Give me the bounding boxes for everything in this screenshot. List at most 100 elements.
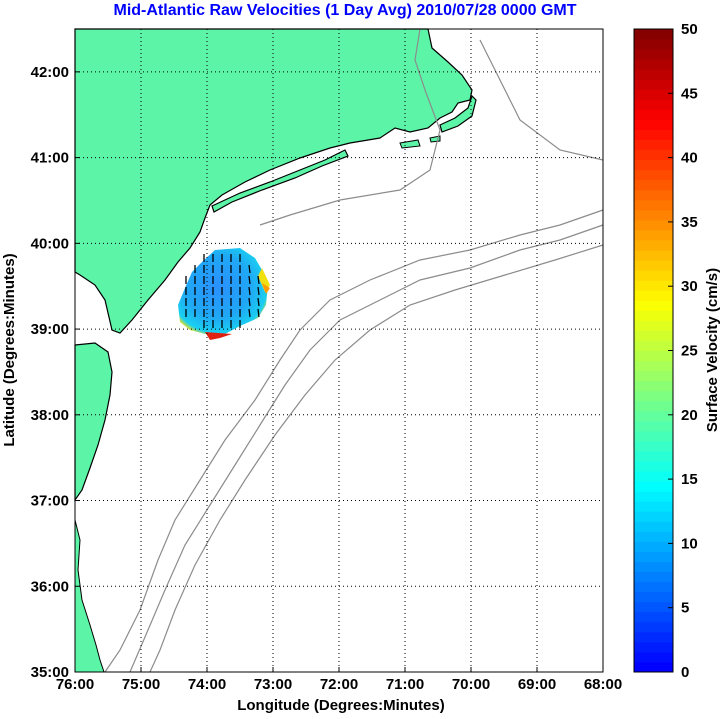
colorbar-band — [634, 139, 673, 151]
colorbar-tick-label: 35 — [681, 214, 698, 231]
velocity-arrow — [257, 275, 260, 285]
colorbar-tick-label: 50 — [681, 21, 698, 38]
colorbar-tick-label: 10 — [681, 535, 698, 552]
colorbar-band — [634, 581, 673, 593]
x-tick-label: 68:00 — [584, 676, 622, 693]
y-axis-label: Latitude (Degrees:Minutes) — [1, 253, 18, 446]
colorbar-tick-label: 20 — [681, 407, 698, 424]
colorbar-band — [634, 169, 673, 181]
colorbar-band — [634, 189, 673, 201]
land-mainland-north — [74, 28, 473, 334]
colorbar-band — [634, 410, 673, 422]
colorbar-band — [634, 59, 673, 70]
colorbar-band — [634, 601, 673, 613]
colorbar-band — [634, 551, 673, 562]
colorbar-band — [634, 280, 673, 291]
colorbar-band — [634, 501, 673, 512]
colorbar-band — [634, 250, 673, 261]
velocity-arrow — [257, 297, 260, 307]
y-axis-ticks: 35:00 36:00 37:00 38:00 39:00 40:00 41:00 42:00 — [31, 64, 80, 681]
colorbar-band — [634, 129, 673, 141]
colorbar-band — [634, 621, 673, 633]
colorbar-band — [634, 651, 673, 663]
colorbar-band — [634, 320, 673, 331]
velocity-vectors — [185, 254, 260, 328]
colorbar-band — [634, 511, 673, 522]
y-tick-label: 37:00 — [31, 493, 69, 510]
colorbar-band — [634, 99, 673, 110]
velocity-field — [178, 248, 268, 334]
x-tick-label: 76:00 — [56, 676, 94, 693]
colorbar-band — [634, 270, 673, 281]
colorbar — [634, 29, 673, 673]
colorbar-band — [634, 79, 673, 90]
colorbar-band — [634, 541, 673, 552]
x-tick-label: 75:00 — [122, 676, 160, 693]
colorbar-band — [634, 350, 673, 362]
chart-title: Mid-Atlantic Raw Velocities (1 Day Avg) … — [114, 2, 577, 19]
colorbar-band — [634, 300, 673, 311]
colorbar-tick-label: 25 — [681, 343, 698, 360]
colorbar-band — [634, 179, 673, 191]
colorbar-band — [634, 229, 673, 241]
colorbar-band — [634, 199, 673, 211]
y-tick-label: 41:00 — [31, 150, 69, 167]
colorbar-band — [634, 571, 673, 583]
x-tick-label: 73:00 — [254, 676, 292, 693]
colorbar-band — [634, 611, 673, 623]
colorbar-band — [634, 209, 673, 221]
colorbar-band — [634, 219, 673, 231]
x-axis-label: Longitude (Degrees:Minutes) — [237, 697, 445, 714]
colorbar-tick-label: 40 — [681, 150, 698, 167]
colorbar-band — [634, 471, 673, 482]
velocity-arrow — [248, 275, 251, 285]
y-tick-label: 40:00 — [31, 235, 69, 252]
colorbar-band — [634, 109, 673, 120]
colorbar-band — [634, 481, 673, 492]
colorbar-tick-label: 30 — [681, 278, 698, 295]
colorbar-band — [634, 641, 673, 653]
x-tick-label: 70:00 — [452, 676, 490, 693]
x-tick-label: 74:00 — [188, 676, 226, 693]
colorbar-band — [634, 450, 673, 462]
colorbar-band — [634, 340, 673, 351]
colorbar-band — [634, 69, 673, 80]
colorbar-band — [634, 461, 673, 472]
high-velocity-edge — [258, 268, 270, 292]
high-velocity-edge-south — [205, 332, 232, 340]
colorbar-band — [634, 310, 673, 321]
colorbar-band — [634, 521, 673, 532]
colorbar-band — [634, 531, 673, 542]
colorbar-band — [634, 400, 673, 412]
colorbar-band — [634, 380, 673, 392]
colorbar-band — [634, 420, 673, 432]
velocity-arrow — [248, 264, 251, 274]
bathymetry-contours — [104, 28, 604, 673]
y-tick-label: 42:00 — [31, 64, 69, 81]
grid-lines — [75, 29, 603, 672]
land-cape-cod — [439, 94, 477, 133]
colorbar-band — [634, 330, 673, 341]
colorbar-band — [634, 491, 673, 502]
colorbar-band — [634, 390, 673, 402]
land-long-island — [211, 149, 349, 213]
high-velocity-orange — [262, 283, 270, 294]
x-axis-ticks: 76:00 75:00 74:00 73:00 72:00 71:00 70:00 69:00… — [56, 667, 622, 693]
colorbar-band — [634, 49, 673, 60]
colorbar-band — [634, 149, 673, 161]
colorbar-tick-label: 45 — [681, 85, 698, 102]
y-tick-label: 36:00 — [31, 578, 69, 595]
colorbar-band — [634, 561, 673, 573]
colorbar-band — [634, 29, 673, 40]
y-tick-label: 38:00 — [31, 407, 69, 424]
colorbar-label: Surface Velocity (cm/s) — [704, 268, 721, 432]
velocity-arrow — [257, 308, 260, 318]
y-tick-label: 35:00 — [31, 664, 69, 681]
colorbar-band — [634, 119, 673, 130]
velocity-arrow — [248, 297, 251, 307]
colorbar-band — [634, 430, 673, 442]
land-islands — [399, 135, 441, 149]
colorbar-tick-label: 5 — [681, 600, 689, 617]
colorbar-band — [634, 39, 673, 50]
colorbar-band — [634, 661, 673, 673]
